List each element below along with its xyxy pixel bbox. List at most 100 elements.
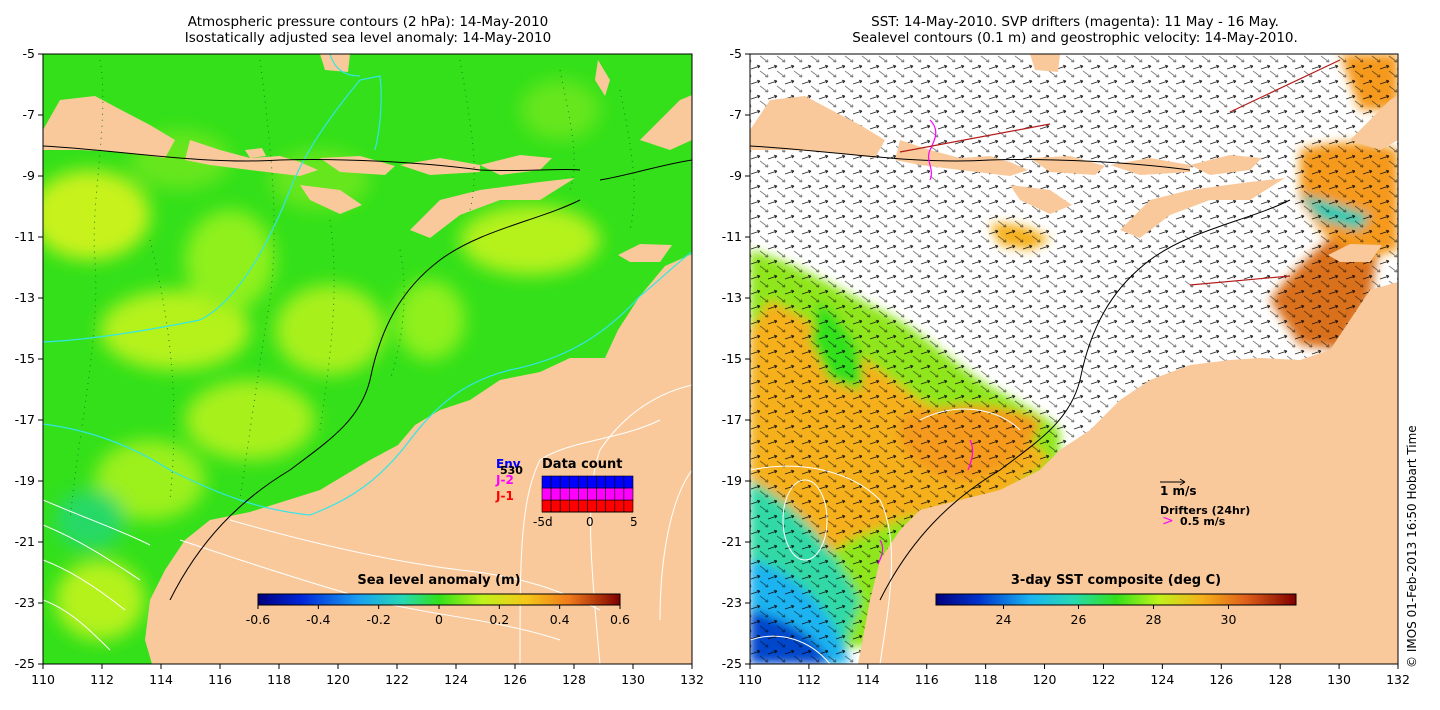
y-tick-label: -7 xyxy=(23,107,35,122)
y-tick-label: -15 xyxy=(722,351,742,366)
data-count-bar-j-1 xyxy=(559,499,570,513)
x-tick-label: 110 xyxy=(31,672,55,687)
data-count-bar-j-2 xyxy=(623,487,634,501)
x-tick-label: 110 xyxy=(738,672,762,687)
x-tick-label: 130 xyxy=(1327,672,1351,687)
y-tick-label: -19 xyxy=(722,473,742,488)
x-tick-label: 124 xyxy=(1150,672,1174,687)
data-count-bar-j-1 xyxy=(587,499,597,513)
drifter-tracks xyxy=(877,119,974,565)
x-tick-label: 122 xyxy=(1092,672,1116,687)
data-count-bar-env xyxy=(614,475,625,489)
left-title-line2: Isostatically adjusted sea level anomaly… xyxy=(184,30,552,46)
y-tick-label: -13 xyxy=(15,290,35,305)
left-colorbar-title: Sea level anomaly (m) xyxy=(357,573,521,588)
data-count-label-env: Env xyxy=(496,457,521,471)
right-map xyxy=(750,54,1398,664)
y-tick-label: -11 xyxy=(15,229,35,244)
data-count-bar-env xyxy=(623,475,634,489)
x-tick-label: 124 xyxy=(444,672,468,687)
y-tick-label: -11 xyxy=(722,229,742,244)
drifter-marker: > xyxy=(1162,513,1174,529)
x-tick-label: 126 xyxy=(1209,672,1233,687)
data-count-bar-j-2 xyxy=(614,487,625,501)
left-shelf-line xyxy=(43,145,692,601)
data-count-bar-j-1 xyxy=(550,499,561,513)
credit-text: © IMOS 01-Feb-2013 16:50 Hobart Time xyxy=(1405,425,1419,668)
x-tick-label: 132 xyxy=(1386,672,1410,687)
left-map xyxy=(43,54,692,664)
right-colorbar xyxy=(935,593,1297,606)
x-tick-label: 114 xyxy=(149,672,173,687)
data-count-bar-j-2 xyxy=(559,487,570,501)
x-tick-label: 112 xyxy=(90,672,114,687)
right-islands xyxy=(750,54,1398,262)
wind-tracks xyxy=(899,59,1341,286)
x-tick-label: 122 xyxy=(385,672,409,687)
data-count-env-text: Env xyxy=(496,457,521,471)
data-count-bar-env xyxy=(605,475,616,489)
left-cb-tick-label: 0 xyxy=(435,612,443,627)
data-count-bar-env xyxy=(559,475,570,489)
y-tick-label: -21 xyxy=(15,534,35,549)
data-count-xtick-2: 5 xyxy=(630,515,638,529)
right-title-line2: Sealevel contours (0.1 m) and geostrophi… xyxy=(852,30,1298,46)
y-tick-label: -9 xyxy=(730,168,743,183)
data-count-bar-j-1 xyxy=(623,499,634,513)
x-tick-label: 132 xyxy=(680,672,704,687)
x-tick-label: 120 xyxy=(1033,672,1057,687)
right-shelf-line xyxy=(750,145,1291,601)
data-count-bar-j-1 xyxy=(541,499,552,513)
data-count-bar-env xyxy=(596,475,606,489)
data-count-bar-env xyxy=(541,475,552,489)
data-count-bar-j-2 xyxy=(550,487,561,501)
y-tick-label: -5 xyxy=(23,46,35,61)
right-australia xyxy=(858,282,1398,664)
left-colorbar xyxy=(257,593,621,606)
y-tick-label: -25 xyxy=(15,656,35,671)
data-count-title: Data count xyxy=(542,457,623,472)
data-count-bar-j-2 xyxy=(578,487,588,501)
left-cb-tick-label: -0.4 xyxy=(306,612,330,627)
data-count-label-j2: J-2 xyxy=(496,473,514,487)
left-australia xyxy=(145,254,692,664)
left-cb-tick-label: 0.2 xyxy=(489,612,509,627)
data-count-bar-j-2 xyxy=(568,487,579,501)
right-cb-tick-label: 24 xyxy=(996,612,1012,627)
data-count-bar-j-2 xyxy=(541,487,552,501)
data-count-bar-j-1 xyxy=(596,499,606,513)
right-axes: 110 112 114 116 118 120 122 124 126 128 130 132 -5 -7… xyxy=(722,46,1410,687)
x-tick-label: 116 xyxy=(208,672,232,687)
data-count-bar-env xyxy=(550,475,561,489)
data-count-label-j1: J-1 xyxy=(496,489,514,503)
data-count-bar-j-2 xyxy=(587,487,597,501)
right-colorbar-ticks: 24 26 28 30 xyxy=(996,605,1236,627)
left-cb-tick-label: -0.6 xyxy=(246,612,270,627)
x-tick-label: 118 xyxy=(267,672,291,687)
y-tick-label: -5 xyxy=(730,46,742,61)
data-count-chart xyxy=(541,475,634,513)
right-colorbar-title: 3-day SST composite (deg C) xyxy=(1010,573,1222,588)
data-count-bar-env xyxy=(578,475,588,489)
right-cb-tick-label: 26 xyxy=(1071,612,1087,627)
data-count-bar-j-1 xyxy=(578,499,588,513)
y-tick-label: -17 xyxy=(722,412,742,427)
data-count-bar-env xyxy=(568,475,579,489)
x-tick-label: 128 xyxy=(1268,672,1292,687)
x-tick-label: 114 xyxy=(856,672,880,687)
velocity-legend-label: 1 m/s xyxy=(1160,484,1197,498)
data-count-extra: 530 xyxy=(500,464,523,477)
right-cb-tick-label: 28 xyxy=(1146,612,1162,627)
data-count-xtick-0: -5d xyxy=(533,515,553,529)
left-axes: 110 112 114 116 118 120 122 124 126 128 130 132 -5 -7… xyxy=(15,46,704,687)
drifter-speed-label: 0.5 m/s xyxy=(1180,515,1226,528)
y-tick-label: -9 xyxy=(23,168,36,183)
y-tick-label: -23 xyxy=(722,595,742,610)
left-cb-tick-label: -0.2 xyxy=(366,612,390,627)
x-tick-label: 120 xyxy=(326,672,350,687)
right-sealevel-contours xyxy=(750,408,1021,664)
x-tick-label: 128 xyxy=(562,672,586,687)
velocity-legend-arrow xyxy=(1160,478,1186,486)
left-cb-tick-label: 0.6 xyxy=(610,612,630,627)
